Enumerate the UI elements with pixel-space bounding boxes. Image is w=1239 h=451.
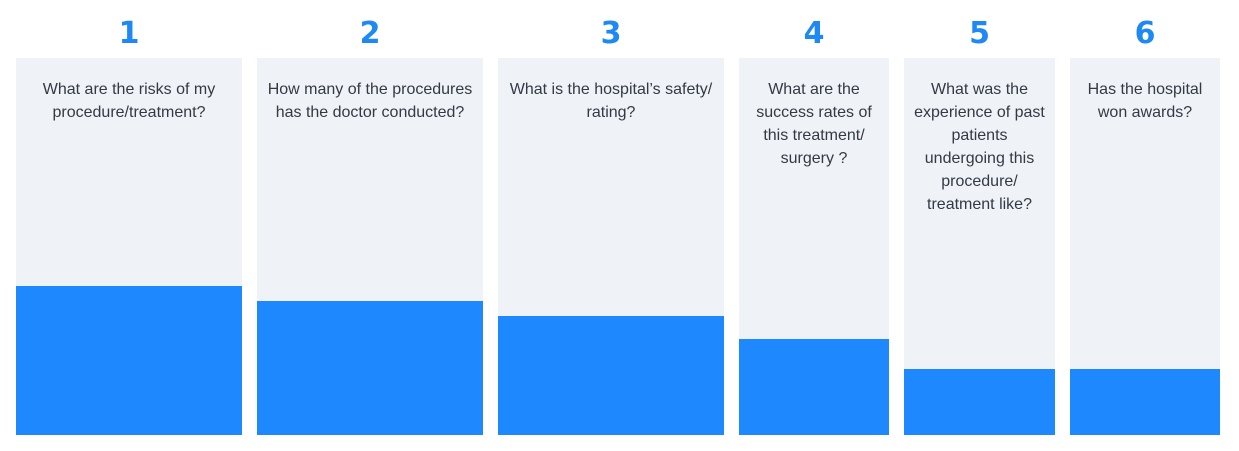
bar-3	[498, 316, 724, 435]
rank-number-5: 5	[969, 16, 990, 51]
bar-2	[257, 301, 483, 435]
rank-number-4: 4	[803, 16, 825, 51]
question-label-1: What are the risks of my procedure/treat…	[42, 81, 216, 121]
question-label-5: What was the experience of past patients…	[914, 81, 1045, 213]
bar-5	[904, 369, 1055, 435]
question-label-4: What are the success rates of this treat…	[756, 81, 872, 167]
question-panel-3: What is the hospital’s safety/ rating?	[498, 58, 724, 435]
question-label-6: Has the hospital won awards?	[1087, 81, 1203, 121]
question-label-3: What is the hospital’s safety/ rating?	[509, 81, 713, 121]
bar-4	[739, 339, 889, 435]
rank-number-1: 1	[118, 16, 140, 51]
question-label-2: How many of the procedures has the docto…	[267, 81, 473, 121]
question-panel-4: What are the success rates of this treat…	[739, 58, 889, 435]
question-panel-1: What are the risks of my procedure/treat…	[16, 58, 242, 435]
bar-6	[1070, 369, 1220, 435]
question-panel-6: Has the hospital won awards?	[1070, 58, 1220, 435]
bar-1	[16, 286, 242, 435]
rank-number-6: 6	[1134, 16, 1156, 51]
question-panel-5: What was the experience of past patients…	[904, 58, 1055, 435]
rank-number-3: 3	[600, 16, 622, 51]
rank-number-2: 2	[359, 16, 381, 51]
question-panel-2: How many of the procedures has the docto…	[257, 58, 483, 435]
